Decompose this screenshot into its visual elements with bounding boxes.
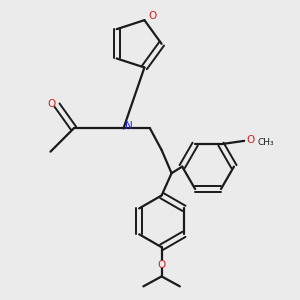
Text: CH₃: CH₃: [257, 138, 274, 147]
Text: O: O: [158, 260, 166, 270]
Text: N: N: [124, 121, 132, 131]
Text: O: O: [148, 11, 157, 21]
Text: O: O: [47, 98, 55, 109]
Text: O: O: [246, 135, 254, 145]
